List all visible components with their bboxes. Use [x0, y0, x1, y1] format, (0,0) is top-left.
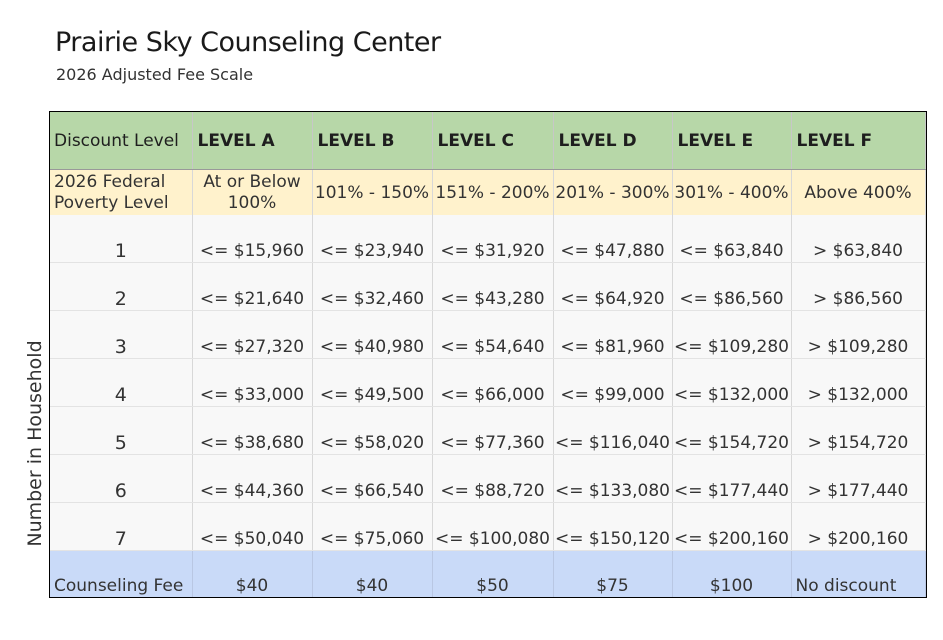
fpl-range-c: 151% - 200% [432, 169, 554, 215]
income-threshold-cell: <= $66,000 [432, 358, 554, 407]
income-threshold-cell: <= $40,980 [312, 310, 433, 359]
income-threshold-cell: <= $154,720 [672, 406, 792, 455]
income-threshold-cell: <= $116,040 [553, 406, 673, 455]
table-row: 1 <= $15,960 <= $23,940 <= $31,920 <= $47,88… [50, 215, 926, 263]
income-threshold-cell: <= $99,000 [553, 358, 673, 407]
income-threshold-cell: <= $23,940 [312, 215, 433, 263]
income-threshold-cell: <= $81,960 [553, 310, 673, 359]
income-threshold-cell: <= $177,440 [672, 454, 792, 503]
income-threshold-cell: <= $43,280 [432, 262, 554, 311]
level-a-header: LEVEL A [192, 112, 313, 170]
income-threshold-cell: <= $200,160 [672, 502, 792, 551]
fpl-range-b: 101% - 150% [312, 169, 433, 215]
income-threshold-cell: <= $66,540 [312, 454, 433, 503]
table-row: 5 <= $38,680 <= $58,020 <= $77,360 <= $116,0… [50, 406, 926, 455]
counseling-fee-label: Counseling Fee [50, 550, 193, 597]
household-size-cell: 5 [50, 406, 193, 455]
household-size-cell: 6 [50, 454, 193, 503]
household-size-cell: 4 [50, 358, 193, 407]
income-threshold-cell: <= $109,280 [672, 310, 792, 359]
income-threshold-cell: <= $27,320 [192, 310, 313, 359]
income-threshold-cell: <= $64,920 [553, 262, 673, 311]
income-threshold-cell: <= $54,640 [432, 310, 554, 359]
income-threshold-cell: > $109,280 [791, 310, 926, 359]
fpl-range-f: Above 400% [791, 169, 926, 215]
household-size-cell: 3 [50, 310, 193, 359]
header-row: Discount Level LEVEL A LEVEL B LEVEL C L… [50, 112, 926, 170]
income-threshold-cell: <= $32,460 [312, 262, 433, 311]
page-subtitle: 2026 Adjusted Fee Scale [56, 65, 254, 84]
fpl-range-e: 301% - 400% [672, 169, 792, 215]
income-threshold-cell: > $132,000 [791, 358, 926, 407]
household-size-cell: 1 [50, 215, 193, 263]
counseling-fee-cell: $50 [432, 550, 554, 597]
income-threshold-cell: <= $100,080 [432, 502, 554, 551]
table-row: 6 <= $44,360 <= $66,540 <= $88,720 <= $133,0… [50, 454, 926, 503]
counseling-fee-cell: $40 [192, 550, 313, 597]
income-threshold-cell: <= $88,720 [432, 454, 554, 503]
income-threshold-cell: <= $15,960 [192, 215, 313, 263]
level-b-header: LEVEL B [312, 112, 433, 170]
income-threshold-cell: <= $31,920 [432, 215, 554, 263]
fpl-range-d: 201% - 300% [553, 169, 673, 215]
header-label: Discount Level [50, 112, 193, 170]
fpl-label: 2026 Federal Poverty Level [50, 169, 193, 215]
income-threshold-cell: > $63,840 [791, 215, 926, 263]
income-threshold-cell: <= $44,360 [192, 454, 313, 503]
income-threshold-cell: <= $58,020 [312, 406, 433, 455]
counseling-fee-cell: $75 [553, 550, 673, 597]
household-size-cell: 7 [50, 502, 193, 551]
level-d-header: LEVEL D [553, 112, 673, 170]
household-size-cell: 2 [50, 262, 193, 311]
income-threshold-cell: > $200,160 [791, 502, 926, 551]
income-threshold-cell: <= $63,840 [672, 215, 792, 263]
income-threshold-cell: <= $49,500 [312, 358, 433, 407]
counseling-fee-row: Counseling Fee $40 $40 $50 $75 $100 No discoun… [50, 550, 926, 597]
level-e-header: LEVEL E [672, 112, 792, 170]
level-c-header: LEVEL C [432, 112, 554, 170]
income-threshold-cell: > $86,560 [791, 262, 926, 311]
table-row: 2 <= $21,640 <= $32,460 <= $43,280 <= $64,92… [50, 262, 926, 311]
counseling-fee-cell: $40 [312, 550, 433, 597]
income-threshold-cell: <= $33,000 [192, 358, 313, 407]
income-threshold-cell: <= $132,000 [672, 358, 792, 407]
household-axis-label: Number in Household [24, 340, 46, 547]
income-threshold-cell: <= $150,120 [553, 502, 673, 551]
table-row: 7 <= $50,040 <= $75,060 <= $100,080 <= $150,… [50, 502, 926, 551]
income-threshold-cell: <= $21,640 [192, 262, 313, 311]
fee-scale-table: Discount Level LEVEL A LEVEL B LEVEL C L… [49, 111, 927, 598]
table-row: 3 <= $27,320 <= $40,980 <= $54,640 <= $81,96… [50, 310, 926, 359]
table-row: 4 <= $33,000 <= $49,500 <= $66,000 <= $99,00… [50, 358, 926, 407]
fpl-range-a: At or Below 100% [192, 169, 313, 215]
income-threshold-cell: <= $77,360 [432, 406, 554, 455]
income-threshold-cell: > $154,720 [791, 406, 926, 455]
income-threshold-cell: <= $47,880 [553, 215, 673, 263]
income-threshold-cell: <= $86,560 [672, 262, 792, 311]
counseling-fee-cell: No discount [791, 550, 926, 597]
fpl-row: 2026 Federal Poverty Level At or Below 1… [50, 169, 926, 215]
counseling-fee-cell: $100 [672, 550, 792, 597]
income-threshold-cell: <= $133,080 [553, 454, 673, 503]
income-threshold-cell: <= $38,680 [192, 406, 313, 455]
page-title: Prairie Sky Counseling Center [55, 27, 441, 58]
income-threshold-cell: <= $50,040 [192, 502, 313, 551]
income-threshold-cell: <= $75,060 [312, 502, 433, 551]
income-threshold-cell: > $177,440 [791, 454, 926, 503]
level-f-header: LEVEL F [791, 112, 926, 170]
